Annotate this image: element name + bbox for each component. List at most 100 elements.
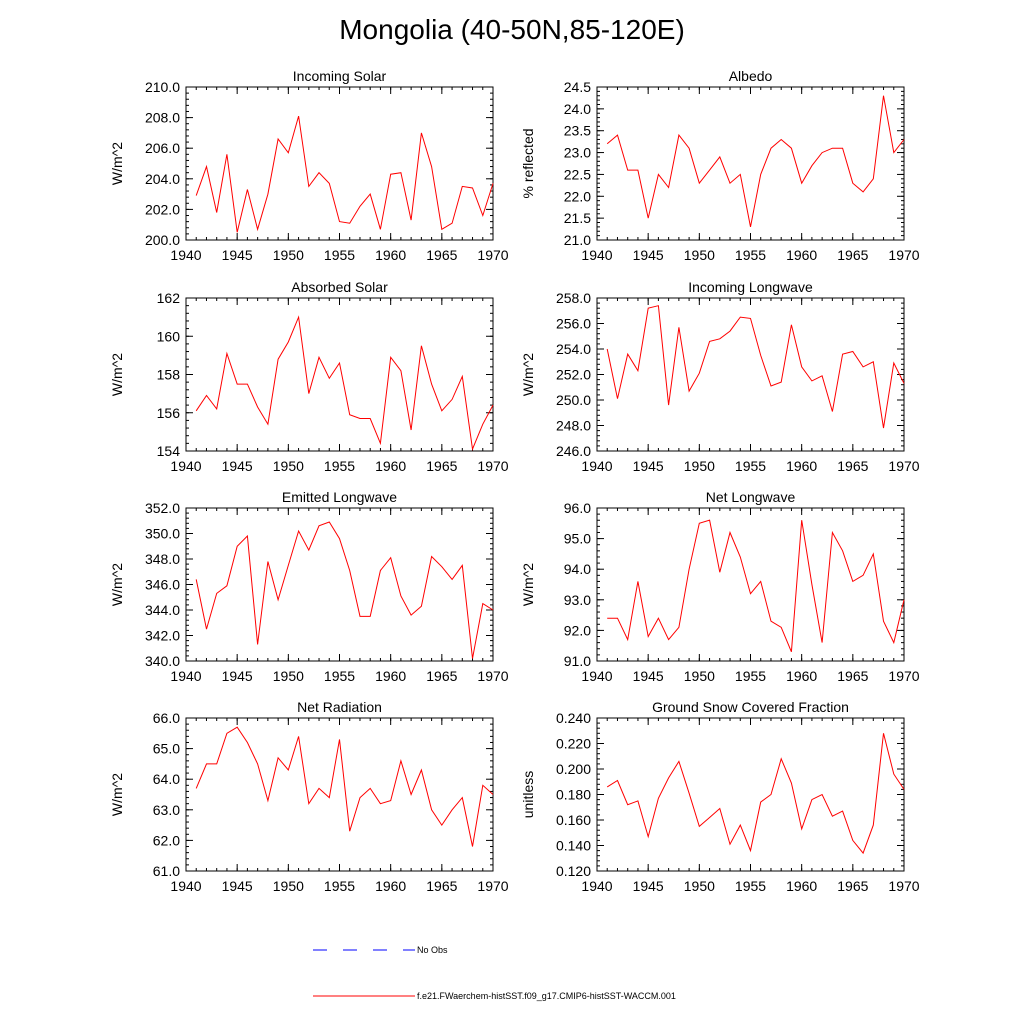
legend-model-label: f.e21.FWaerchem-histSST.f09_g17.CMIP6-hi… [417, 991, 676, 1001]
y-tick-label: 0.220 [556, 736, 591, 752]
y-axis-label: % reflected [520, 128, 536, 198]
y-tick-label: 208.0 [145, 110, 180, 126]
panel-title: Absorbed Solar [291, 279, 388, 295]
x-tick-label: 1970 [888, 668, 919, 684]
y-tick-label: 65.0 [153, 741, 180, 757]
x-tick-label: 1960 [786, 458, 817, 474]
plot-frame [596, 507, 905, 662]
y-tick-label: 342.0 [145, 628, 180, 644]
y-tick-label: 94.0 [564, 561, 591, 577]
y-tick-label: 206.0 [145, 140, 180, 156]
chart-panel: Incoming Longwave W/m^2 246.0 248.0 250.0 252… [520, 279, 920, 474]
y-tick-label: 24.5 [564, 79, 591, 95]
panel-title: Incoming Longwave [688, 279, 813, 295]
y-axis-label: W/m^2 [109, 353, 125, 396]
y-tick-label: 346.0 [145, 577, 180, 593]
x-tick-label: 1960 [786, 668, 817, 684]
x-tick-label: 1945 [222, 458, 253, 474]
panel-title: Ground Snow Covered Fraction [652, 699, 849, 715]
x-tick-label: 1945 [222, 878, 253, 894]
x-tick-label: 1970 [888, 458, 919, 474]
plot-frame [185, 507, 494, 662]
x-tick-label: 1955 [324, 247, 355, 263]
y-tick-label: 0.200 [556, 761, 591, 777]
legend-no-obs-label: No Obs [417, 945, 448, 955]
y-tick-label: 63.0 [153, 802, 180, 818]
x-tick-label: 1970 [477, 878, 508, 894]
y-tick-label: 0.240 [556, 710, 591, 726]
chart-panel: Net Radiation W/m^2 61.0 62.0 63.0 64.0 65.0 66… [109, 699, 509, 894]
plot-frame [596, 297, 905, 452]
y-tick-label: 348.0 [145, 551, 180, 567]
x-tick-label: 1960 [375, 878, 406, 894]
x-tick-label: 1955 [735, 878, 766, 894]
x-tick-label: 1965 [426, 247, 457, 263]
y-tick-label: 246.0 [556, 443, 591, 459]
y-tick-label: 352.0 [145, 500, 180, 516]
y-tick-label: 21.0 [564, 232, 591, 248]
x-tick-label: 1950 [684, 247, 715, 263]
chart-panel: Albedo % reflected 21.0 21.5 22.0 22.5 23.0 23.… [520, 68, 920, 263]
x-tick-label: 1945 [633, 878, 664, 894]
y-axis-label: unitless [520, 771, 536, 818]
x-tick-label: 1945 [222, 668, 253, 684]
x-tick-label: 1955 [735, 458, 766, 474]
plot-frame [185, 86, 494, 241]
series-line [606, 95, 905, 227]
x-tick-label: 1955 [735, 668, 766, 684]
y-tick-label: 0.120 [556, 863, 591, 879]
x-tick-label: 1950 [684, 668, 715, 684]
y-tick-label: 0.140 [556, 838, 591, 854]
x-tick-label: 1955 [735, 247, 766, 263]
x-tick-label: 1940 [170, 878, 201, 894]
y-tick-label: 24.0 [564, 101, 591, 117]
chart-panel: Ground Snow Covered Fraction unitless 0.12… [520, 699, 920, 894]
x-tick-label: 1960 [786, 247, 817, 263]
legend: No Obs f.e21.FWaerchem-histSST.f09_g17.C… [313, 945, 676, 1001]
panel-title: Emitted Longwave [282, 489, 397, 505]
plot-frame [185, 297, 494, 452]
chart-panel: Net Longwave W/m^2 91.0 92.0 93.0 94.0 95.0 96.… [520, 489, 920, 684]
chart-panel: Incoming Solar W/m^2 200.0 202.0 204.0 206.0 2… [109, 68, 509, 263]
x-tick-label: 1965 [837, 668, 868, 684]
x-tick-label: 1970 [888, 247, 919, 263]
x-tick-label: 1970 [477, 668, 508, 684]
x-tick-label: 1950 [273, 247, 304, 263]
x-tick-label: 1950 [273, 458, 304, 474]
series-line [195, 115, 494, 233]
plot-frame [596, 86, 905, 241]
y-tick-label: 162 [157, 290, 181, 306]
chart-panel: Emitted Longwave W/m^2 340.0 342.0 344.0 346.… [109, 489, 509, 684]
x-tick-label: 1945 [222, 247, 253, 263]
y-axis-label: W/m^2 [109, 563, 125, 606]
y-tick-label: 21.5 [564, 210, 591, 226]
y-tick-label: 91.0 [564, 653, 591, 669]
y-tick-label: 202.0 [145, 201, 180, 217]
x-tick-label: 1970 [477, 247, 508, 263]
x-tick-label: 1970 [888, 878, 919, 894]
x-tick-label: 1950 [684, 458, 715, 474]
y-tick-label: 22.5 [564, 166, 591, 182]
x-tick-label: 1965 [837, 458, 868, 474]
y-axis-label: W/m^2 [109, 142, 125, 185]
y-tick-label: 344.0 [145, 602, 180, 618]
y-tick-label: 200.0 [145, 232, 180, 248]
y-tick-label: 156 [157, 405, 181, 421]
y-tick-label: 62.0 [153, 832, 180, 848]
x-tick-label: 1950 [273, 668, 304, 684]
x-tick-label: 1955 [324, 458, 355, 474]
y-tick-label: 95.0 [564, 531, 591, 547]
y-tick-label: 204.0 [145, 171, 180, 187]
series-line [607, 519, 905, 652]
y-tick-label: 0.160 [556, 812, 591, 828]
y-tick-label: 0.180 [556, 787, 591, 803]
x-tick-label: 1965 [426, 878, 457, 894]
x-tick-label: 1965 [837, 247, 868, 263]
x-tick-label: 1940 [170, 668, 201, 684]
x-tick-label: 1940 [170, 458, 201, 474]
y-tick-label: 160 [157, 328, 181, 344]
y-axis-label: W/m^2 [520, 563, 536, 606]
y-tick-label: 258.0 [556, 290, 591, 306]
y-tick-label: 254.0 [556, 341, 591, 357]
